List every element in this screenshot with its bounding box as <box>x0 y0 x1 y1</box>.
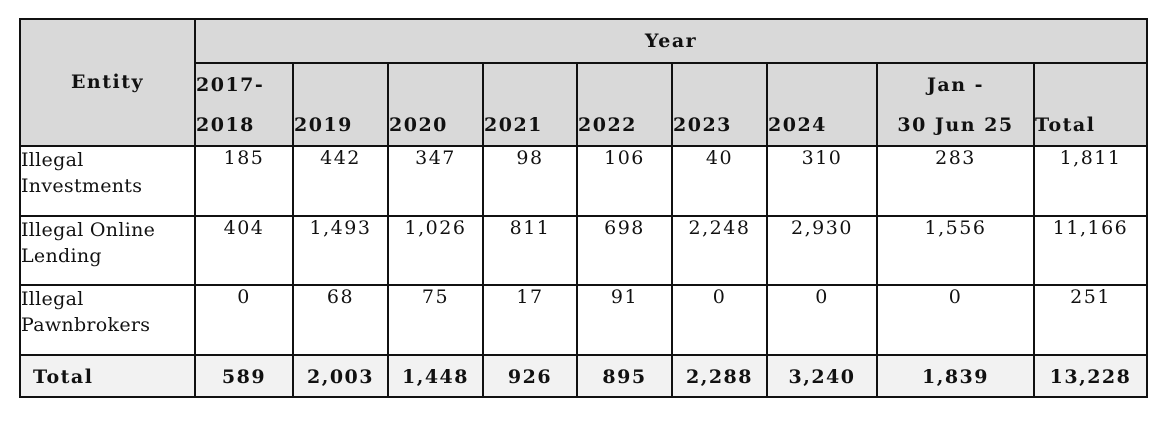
col-header-line2: 2018 <box>196 113 255 136</box>
total-cell: 2,288 <box>671 353 768 399</box>
table-cell: 91 <box>576 284 673 356</box>
table-row: Illegal Pawnbrokers 0 68 75 17 91 0 0 0 … <box>19 284 1149 356</box>
table-row: Illegal Online Lending 404 1,493 1,026 8… <box>19 214 1149 287</box>
col-header-2017-2018: 2017- 2018 <box>194 62 294 147</box>
col-header-2022: 2022 <box>576 62 673 147</box>
total-cell: 926 <box>482 353 578 399</box>
table-cell: 2,248 <box>671 214 768 287</box>
row-entity-label: Illegal Pawnbrokers <box>19 284 196 356</box>
col-header-total: Total <box>1032 62 1149 147</box>
col-header-line2: 30 Jun 25 <box>897 113 1014 136</box>
entity-label-line1: Illegal <box>21 288 84 311</box>
table-cell: 698 <box>576 214 673 287</box>
table-cell: 404 <box>194 214 294 287</box>
col-header-line2: 2020 <box>389 113 448 136</box>
table-cell: 1,811 <box>1032 144 1149 217</box>
table-cell: 68 <box>292 284 389 356</box>
total-cell: 1,448 <box>387 353 484 399</box>
table-cell: 0 <box>194 284 294 356</box>
col-header-line2: 2022 <box>578 113 637 136</box>
col-header-line2: 2019 <box>294 113 353 136</box>
table-cell: 0 <box>766 284 878 356</box>
table-row: Illegal Investments 185 442 347 98 106 4… <box>19 144 1149 217</box>
entity-label-line1: Illegal <box>21 148 84 171</box>
table-cell: 185 <box>194 144 294 217</box>
table-cell: 40 <box>671 144 768 217</box>
total-cell: 895 <box>576 353 673 399</box>
total-row: Total 589 2,003 1,448 926 895 2,288 3,24… <box>19 353 1149 399</box>
table-cell: 347 <box>387 144 484 217</box>
col-header-2019: 2019 <box>292 62 389 147</box>
table-cell: 106 <box>576 144 673 217</box>
table-cell: 17 <box>482 284 578 356</box>
entity-header: Entity <box>19 18 196 147</box>
table-cell: 1,026 <box>387 214 484 287</box>
table-cell: 1,556 <box>876 214 1035 287</box>
col-header-jan-jun-25: Jan - 30 Jun 25 <box>876 62 1035 147</box>
table-cell: 2,930 <box>766 214 878 287</box>
col-header-line2: 2024 <box>768 113 827 136</box>
row-entity-label: Illegal Investments <box>19 144 196 217</box>
year-header: Year <box>193 17 1149 65</box>
total-cell: 3,240 <box>766 353 878 399</box>
table-cell: 442 <box>292 144 389 217</box>
total-cell: 589 <box>194 353 294 399</box>
total-cell: 13,228 <box>1032 353 1149 399</box>
col-header-line2: 2023 <box>673 113 732 136</box>
col-header-2021: 2021 <box>482 62 578 147</box>
header-row-top: Entity Year <box>19 17 1149 147</box>
entity-label-line2: Lending <box>21 244 102 267</box>
col-header-line1: Jan - <box>926 73 985 96</box>
col-header-2023: 2023 <box>671 62 768 147</box>
entity-label-line2: Pawnbrokers <box>21 314 151 337</box>
table-cell: 0 <box>671 284 768 356</box>
table-cell: 283 <box>876 144 1035 217</box>
col-header-2024: 2024 <box>766 62 878 147</box>
table-cell: 310 <box>766 144 878 217</box>
header-row-years: 2017- 2018 2019 2020 2021 2022 2023 2024… <box>20 62 1149 147</box>
col-header-line1: 2017- <box>196 73 265 96</box>
table-cell: 811 <box>482 214 578 287</box>
table-cell: 98 <box>482 144 578 217</box>
table-cell: 0 <box>876 284 1035 356</box>
total-cell: 1,839 <box>876 353 1035 399</box>
col-header-line2: 2021 <box>484 113 543 136</box>
table-cell: 1,493 <box>292 214 389 287</box>
total-cell: 2,003 <box>292 353 389 399</box>
total-label: Total <box>19 353 196 399</box>
entity-label-line2: Investments <box>21 174 143 197</box>
entity-label-line1: Illegal Online <box>21 218 156 241</box>
col-header-line2: Total <box>1035 113 1096 136</box>
col-header-2020: 2020 <box>387 62 484 147</box>
illegal-entities-table: Entity Year 2017- 2018 2019 2020 2021 20… <box>19 17 1149 399</box>
table-cell: 251 <box>1032 284 1149 356</box>
row-entity-label: Illegal Online Lending <box>19 214 196 287</box>
table-cell: 75 <box>387 284 484 356</box>
table-cell: 11,166 <box>1032 214 1149 287</box>
